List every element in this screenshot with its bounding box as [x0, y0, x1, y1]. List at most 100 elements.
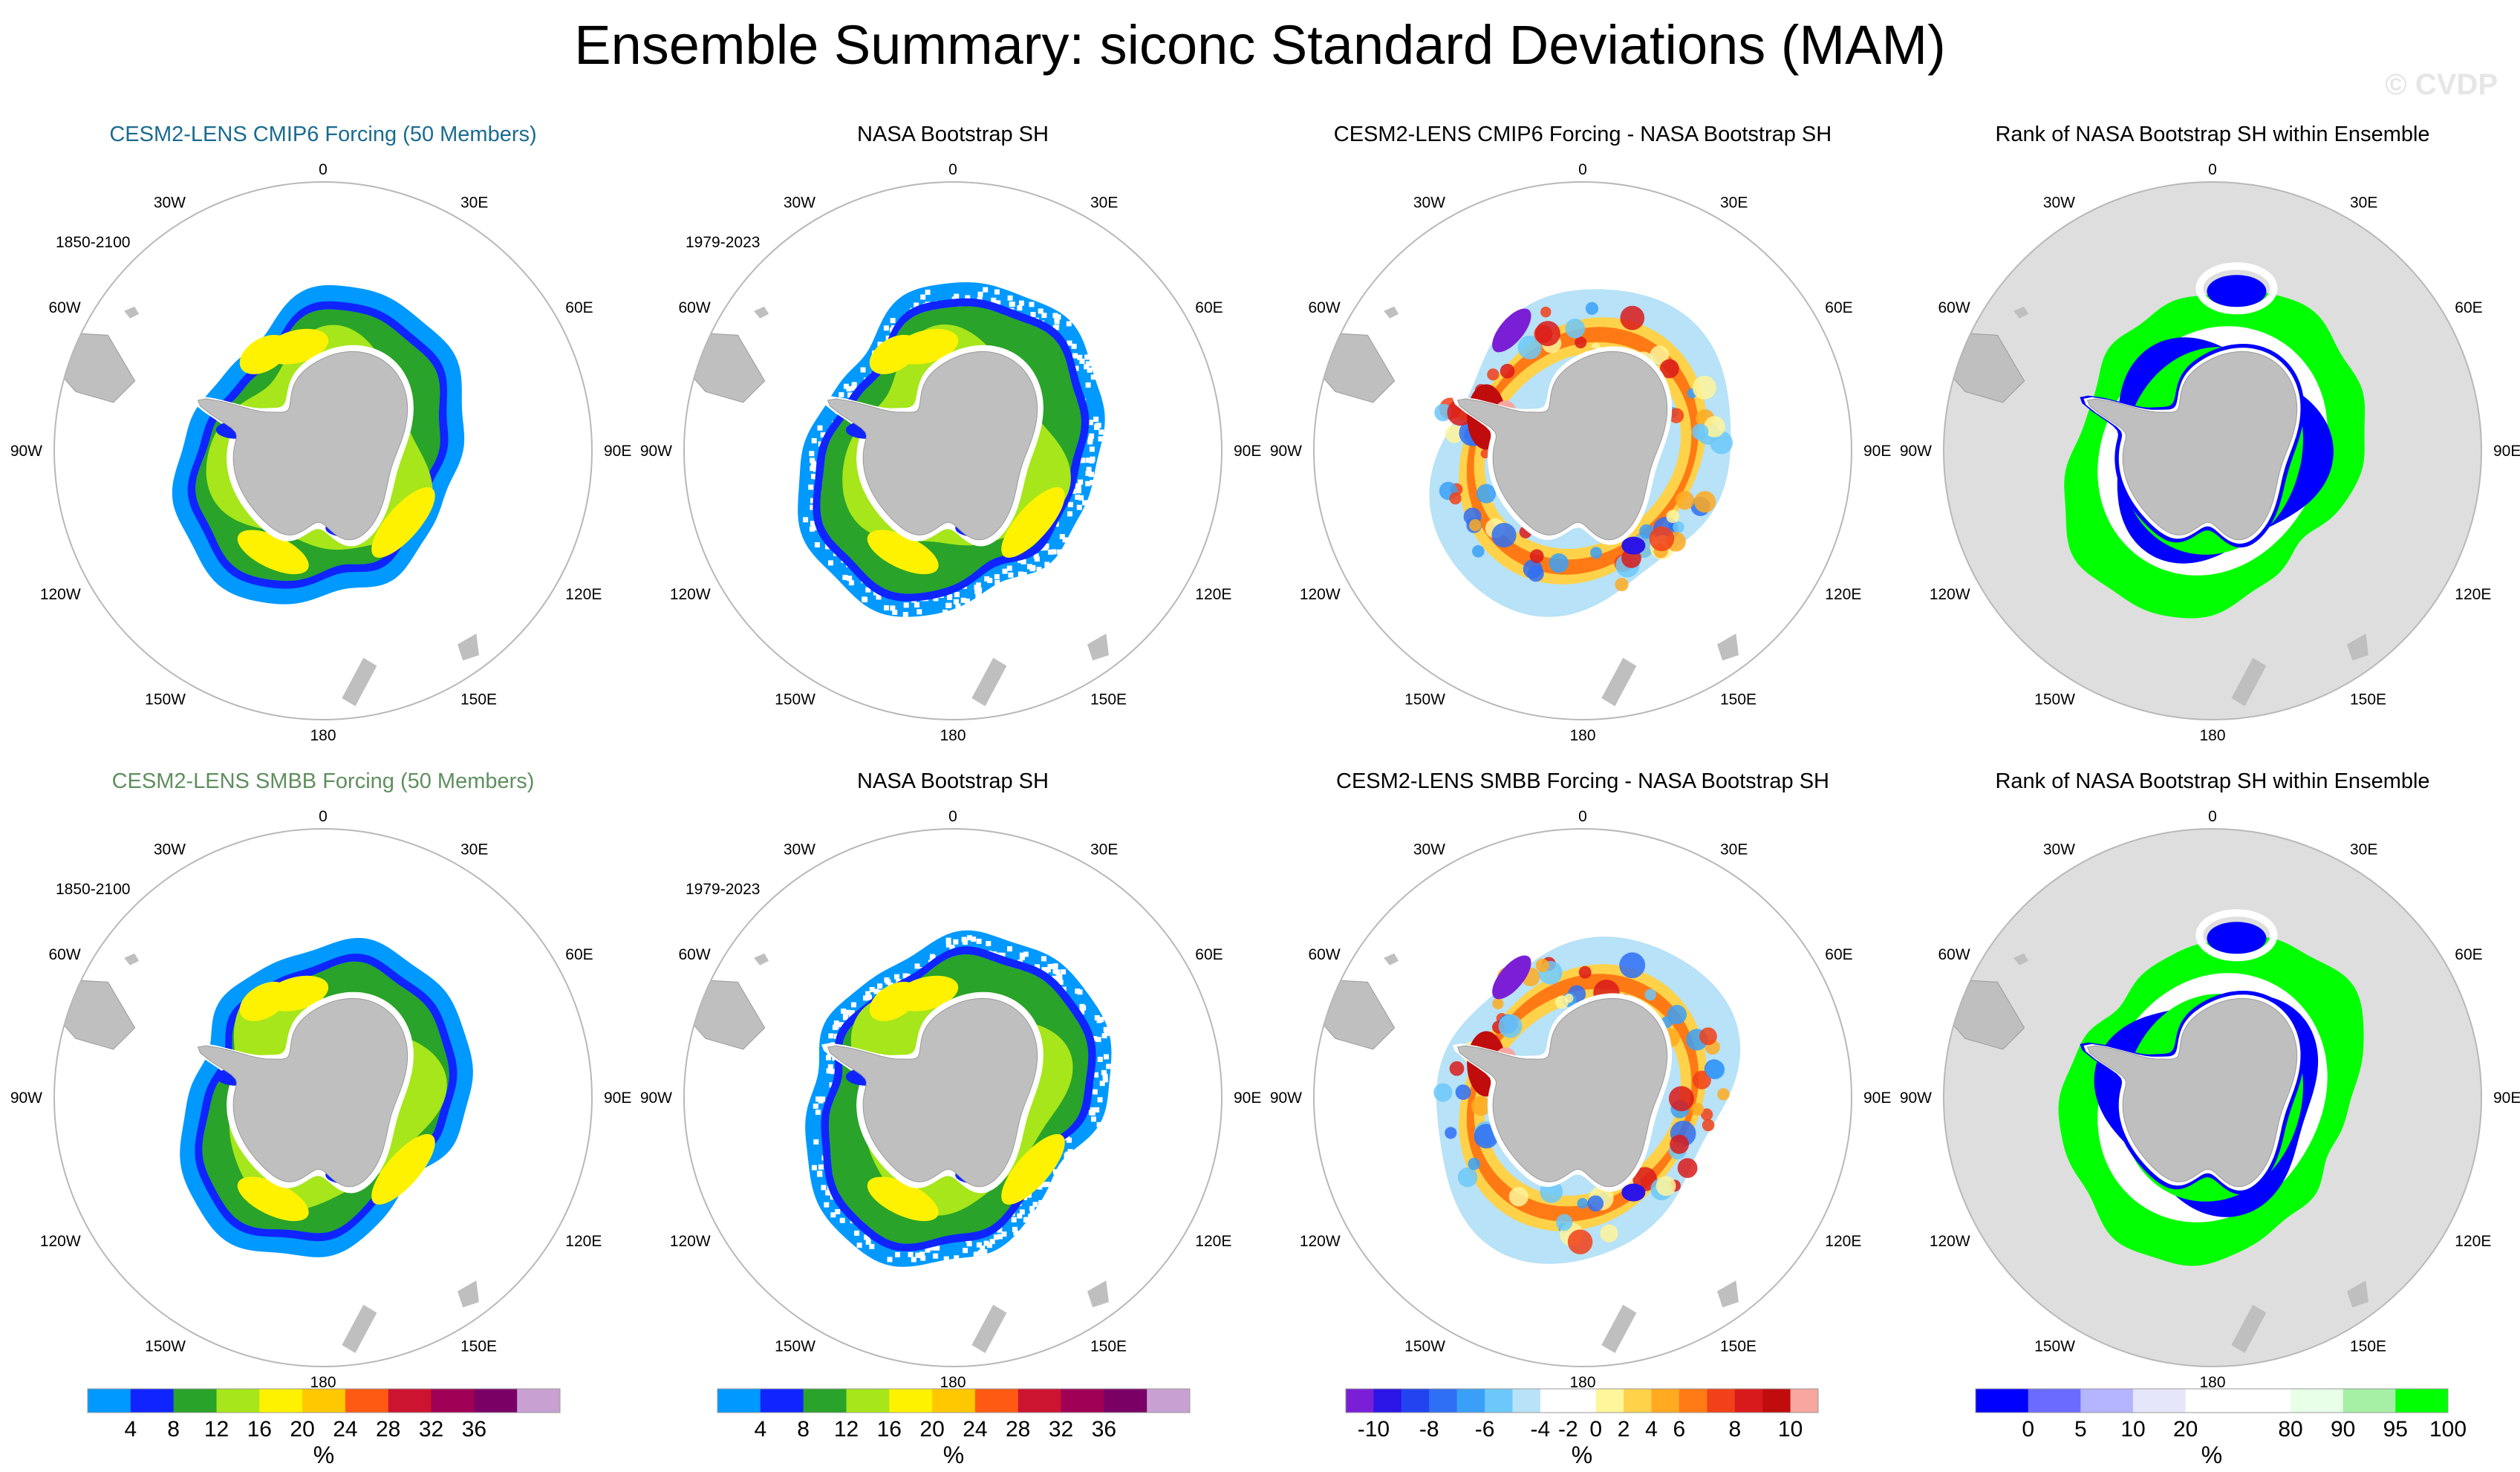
map-boundary-circle [683, 181, 1222, 720]
missing-data-speck [1029, 1205, 1035, 1211]
colorbar-unit: % [943, 1442, 964, 1468]
missing-data-speck [1079, 359, 1085, 364]
missing-data-speck [815, 1096, 821, 1102]
missing-data-speck [1007, 946, 1012, 952]
missing-data-speck [933, 596, 939, 602]
colorbar-tick-label: 0 [2022, 1417, 2034, 1442]
colorbar-swatch [302, 1389, 346, 1413]
page-title: Ensemble Summary: siconc Standard Deviat… [574, 14, 1946, 76]
diff-anomaly-blob [1471, 1095, 1491, 1116]
colorbar-stddev: 4 8 12 16 20 24 28 32 36% [87, 1388, 561, 1468]
diff-anomaly-blob [1705, 1060, 1725, 1080]
missing-data-speck [1079, 1009, 1085, 1015]
map-content [1944, 182, 2481, 720]
missing-data-speck [828, 560, 833, 566]
colorbar-swatch [1595, 1389, 1624, 1413]
diff-anomaly-blob [1449, 1061, 1465, 1076]
missing-data-speck [1000, 952, 1006, 958]
missing-data-speck [997, 1227, 1003, 1233]
longitude-label: 30W [154, 841, 186, 859]
colorbar-tick-label: 5 [2074, 1417, 2087, 1442]
diff-anomaly-blob [1575, 336, 1587, 349]
tasmania-landmass [1087, 634, 1109, 661]
colorbar-tick-label: 8 [797, 1417, 810, 1442]
colorbar-swatch [388, 1389, 432, 1413]
antarctica-landmass [1456, 997, 1668, 1188]
longitude-label: 180 [310, 727, 336, 744]
missing-data-speck [903, 602, 909, 608]
new-zealand-landmass [971, 657, 1007, 706]
missing-data-speck [1088, 472, 1094, 478]
colorbar-tick-label: 20 [290, 1417, 314, 1442]
longitude-label: 120E [565, 1233, 602, 1250]
longitude-label: 150E [1090, 1338, 1127, 1355]
missing-data-speck [1104, 1054, 1109, 1060]
colorbar-tick-label: -6 [1475, 1417, 1495, 1442]
missing-data-speck [1079, 1003, 1085, 1009]
falkland-islands [1384, 953, 1399, 965]
longitude-label: 30W [784, 195, 815, 212]
diff-anomaly-blob [1692, 375, 1716, 400]
falkland-islands [2013, 953, 2029, 965]
diff-anomaly-blob [1587, 1195, 1604, 1212]
longitude-label: 60E [1195, 299, 1222, 316]
longitude-label: 180 [1569, 1374, 1595, 1391]
missing-data-speck [1071, 343, 1077, 349]
missing-data-speck [877, 983, 883, 989]
missing-data-speck [925, 290, 931, 295]
diff-anomaly-blob [1655, 1176, 1676, 1196]
missing-data-speck [1073, 365, 1079, 371]
colorbar-swatch [717, 1389, 761, 1413]
diff-anomaly-blob [1480, 449, 1491, 459]
missing-data-speck [994, 579, 1000, 585]
colorbar-tick-label: 16 [247, 1417, 272, 1442]
panel-title: CESM2-LENS CMIP6 Forcing (50 Members) [109, 123, 536, 146]
missing-data-speck [1052, 963, 1058, 969]
longitude-label: 30E [1720, 841, 1748, 859]
missing-data-speck [810, 521, 815, 527]
diff-anomaly-blob [1644, 989, 1656, 1001]
longitude-label: 60E [1195, 946, 1222, 963]
diff-anomaly-blob [1666, 509, 1680, 524]
missing-data-speck [810, 457, 815, 463]
falkland-islands [754, 306, 769, 319]
missing-data-speck [826, 1068, 832, 1074]
map-content [54, 182, 592, 720]
missing-data-speck [934, 1245, 940, 1251]
missing-data-speck [890, 605, 896, 611]
diff-anomaly-blob [1659, 359, 1679, 379]
longitude-label: 120E [1195, 1233, 1231, 1250]
diff-anomaly-blob [1529, 549, 1544, 564]
longitude-label: 90W [1900, 1090, 1932, 1107]
missing-data-speck [965, 295, 971, 301]
missing-data-speck [1048, 549, 1053, 555]
missing-data-speck [810, 498, 815, 504]
missing-data-speck [825, 1190, 831, 1196]
tasmania-landmass [1717, 634, 1739, 661]
missing-data-speck [1045, 1182, 1050, 1188]
missing-data-speck [1089, 446, 1095, 452]
missing-data-speck [964, 598, 970, 604]
diff-anomaly-blob [1434, 403, 1452, 422]
missing-data-speck [1088, 436, 1093, 442]
missing-data-speck [945, 602, 951, 608]
diff-anomaly-blob [1600, 1224, 1618, 1243]
missing-data-speck [851, 1002, 856, 1008]
diff-anomaly-blob [1668, 1086, 1694, 1112]
mid-rank-halo [2195, 262, 2278, 315]
tasmania-landmass [458, 1280, 479, 1308]
diff-anomaly-blob [1445, 425, 1464, 443]
missing-data-speck [995, 300, 1001, 306]
missing-data-speck [914, 963, 920, 969]
colorbar-swatch [1456, 1389, 1485, 1413]
map-content [1314, 829, 1852, 1367]
missing-data-speck [849, 1010, 855, 1016]
new-zealand-landmass [342, 1304, 377, 1353]
longitude-label: 120W [40, 1233, 81, 1250]
longitude-label: 120W [670, 1233, 711, 1250]
diff-anomaly-blob [1673, 521, 1684, 533]
antarctica-landmass [197, 997, 408, 1188]
missing-data-speck [1002, 568, 1008, 574]
missing-data-speck [1056, 974, 1062, 980]
diff-anomaly-blob [1677, 1158, 1698, 1179]
